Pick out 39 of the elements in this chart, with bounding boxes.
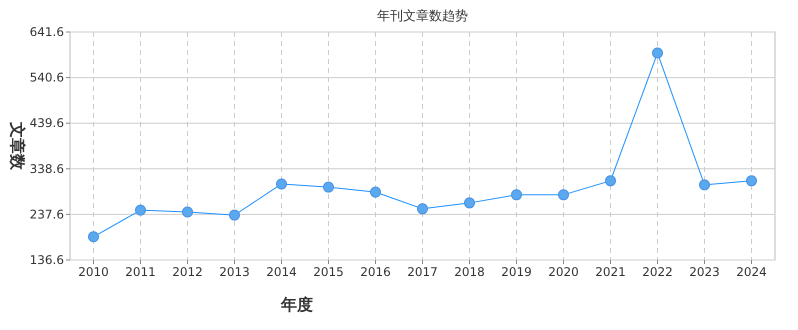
x-tick-label: 2024 bbox=[736, 265, 767, 279]
x-tick-label: 2021 bbox=[595, 265, 626, 279]
y-axis-title: 文章数 bbox=[8, 121, 27, 171]
x-tick-label: 2020 bbox=[548, 265, 579, 279]
y-tick-label: 540.6 bbox=[30, 70, 64, 85]
point bbox=[417, 203, 428, 214]
y-tick-label: 641.6 bbox=[30, 25, 64, 39]
point bbox=[464, 197, 475, 208]
x-tick-label: 2010 bbox=[78, 265, 109, 279]
point bbox=[323, 182, 334, 193]
point bbox=[229, 210, 240, 221]
y-tick-label: 136.6 bbox=[30, 253, 64, 267]
point bbox=[746, 175, 757, 186]
point bbox=[88, 231, 99, 242]
x-tick-label: 2013 bbox=[219, 265, 250, 279]
x-tick-label: 2017 bbox=[407, 265, 438, 279]
point bbox=[276, 178, 287, 190]
x-axis-title: 年度 bbox=[280, 295, 313, 314]
point bbox=[182, 206, 193, 218]
point bbox=[605, 175, 616, 186]
chart-title: 年刊文章数趋势 bbox=[377, 9, 468, 24]
point bbox=[699, 179, 710, 190]
point bbox=[511, 189, 522, 200]
y-tick-label: 237.6 bbox=[30, 207, 64, 222]
point bbox=[370, 186, 381, 198]
x-tick-label: 2016 bbox=[360, 265, 391, 279]
y-tick-label: 439.6 bbox=[30, 116, 64, 130]
x-tick-label: 2011 bbox=[125, 265, 156, 279]
x-tick-label: 2018 bbox=[454, 265, 485, 279]
x-tick-label: 2014 bbox=[266, 265, 297, 279]
point bbox=[558, 189, 569, 200]
y-tick-label: 338.6 bbox=[30, 162, 64, 176]
x-tick-label: 2019 bbox=[501, 265, 532, 279]
x-tick-label: 2015 bbox=[313, 265, 344, 279]
x-tick-label: 2022 bbox=[642, 265, 673, 279]
x-tick-label: 2012 bbox=[172, 265, 203, 279]
point bbox=[652, 48, 663, 59]
point bbox=[135, 204, 146, 216]
x-tick-label: 2023 bbox=[689, 265, 720, 279]
